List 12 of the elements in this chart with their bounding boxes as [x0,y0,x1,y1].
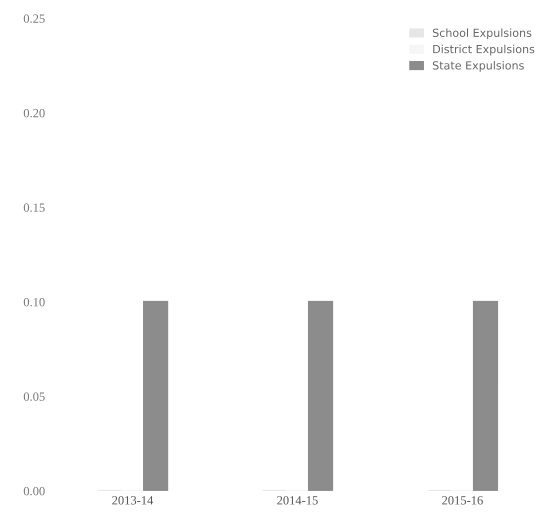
x-tick-label: 2013-14 [112,496,154,505]
legend-label: State Expulsions [432,60,524,72]
y-tick-label: 0.20 [24,108,45,118]
x-tick-label: 2015-16 [442,496,483,505]
y-tick-label: 0.05 [24,392,45,401]
y-tick-label: 0.10 [24,298,45,306]
legend-label: School Expulsions [432,28,532,40]
y-tick-label: 0.15 [24,203,45,212]
x-tick-label: 2014-15 [277,496,318,505]
y-tick-label: 0.25 [24,14,45,23]
y-tick-label: 0.00 [24,486,45,496]
legend-label: District Expulsions [433,44,534,56]
